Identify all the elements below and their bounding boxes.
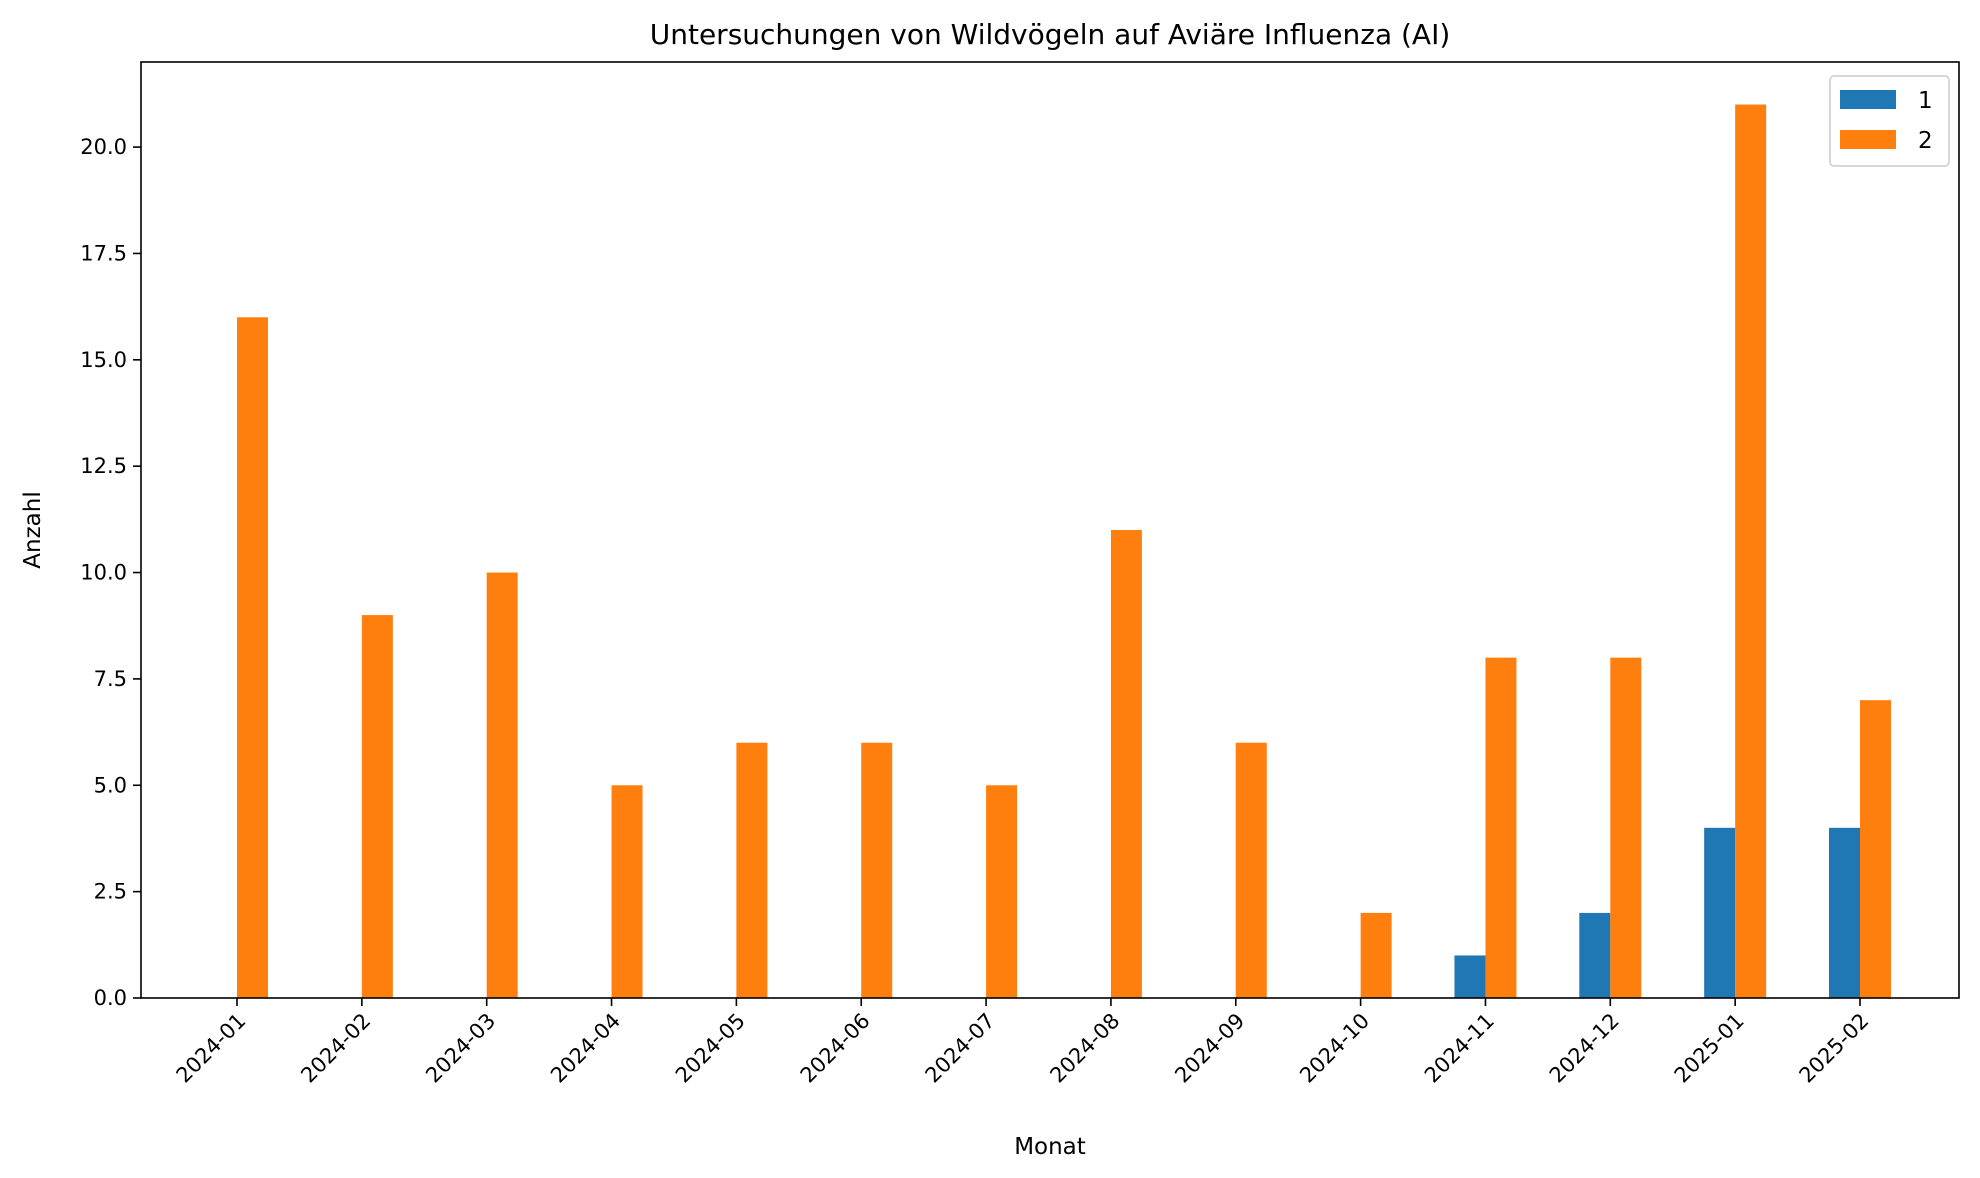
bar-series-2-2024-05 xyxy=(736,742,768,998)
x-axis: 2024-01 2024-02 2024-03 2024-04 2024-05 2024-… xyxy=(172,998,1874,1088)
legend-label-1: 1 xyxy=(1918,88,1933,114)
y-tick-label: 17.5 xyxy=(80,241,127,265)
y-tick-label: 12.5 xyxy=(80,454,127,478)
bar-series-2-2024-03 xyxy=(486,572,518,998)
x-axis-title: Monat xyxy=(1014,1134,1086,1160)
legend: 12 xyxy=(1829,75,1950,167)
bar-series-2-2024-10 xyxy=(1360,912,1392,998)
y-axis-title: Anzahl xyxy=(20,491,46,568)
bar-series-2-2024-08 xyxy=(1110,530,1142,998)
y-tick-label: 15.0 xyxy=(80,348,127,372)
bar-series-2-2024-01 xyxy=(237,317,268,999)
x-tick-label: 2024-07 xyxy=(921,1009,1000,1088)
bar-series-1-2024-12 xyxy=(1579,912,1611,998)
x-tick-label: 2024-12 xyxy=(1545,1009,1624,1088)
legend-swatch-1 xyxy=(1840,90,1896,109)
legend-label-2: 2 xyxy=(1918,128,1933,154)
y-tick-label: 0.0 xyxy=(94,986,127,1010)
x-tick-label: 2024-09 xyxy=(1170,1009,1249,1088)
bar-series-1-2025-01 xyxy=(1704,827,1736,998)
bar-series-2-2024-12 xyxy=(1610,657,1642,998)
bar-series-1-2024-11 xyxy=(1454,955,1486,998)
x-tick-label: 2025-01 xyxy=(1670,1009,1749,1088)
bar-series-2-2024-07 xyxy=(986,785,1018,998)
x-tick-label: 2024-04 xyxy=(546,1009,625,1088)
bar-series-2-2024-02 xyxy=(361,615,393,998)
x-tick-label: 2024-06 xyxy=(796,1009,875,1088)
y-tick-label: 5.0 xyxy=(94,773,127,797)
plot-frame xyxy=(140,61,1960,999)
x-tick-label: 2024-11 xyxy=(1420,1009,1499,1088)
x-tick-label: 2024-10 xyxy=(1295,1009,1374,1088)
x-tick-label: 2024-02 xyxy=(296,1009,375,1088)
x-tick-label: 2024-03 xyxy=(421,1009,500,1088)
bar-series-2-2024-09 xyxy=(1235,742,1267,998)
legend-swatch-2 xyxy=(1840,130,1896,149)
x-tick-label: 2024-01 xyxy=(172,1009,251,1088)
y-tick-label: 7.5 xyxy=(94,667,127,691)
bar-series-2-2024-11 xyxy=(1485,657,1517,998)
y-tick-label: 20.0 xyxy=(80,135,127,159)
x-tick-label: 2024-08 xyxy=(1045,1009,1124,1088)
bar-series-1-2025-02 xyxy=(1829,827,1860,998)
bar-series-2-2025-02 xyxy=(1860,700,1891,998)
bar-series-2-2025-01 xyxy=(1735,104,1767,998)
x-tick-label: 2025-02 xyxy=(1795,1009,1874,1088)
y-axis: 0.0 2.5 5.0 7.5 10.0 12.5 15.0 17.5 20.0 xyxy=(80,135,141,1010)
x-tick-label: 2024-05 xyxy=(671,1009,750,1088)
y-tick-label: 10.0 xyxy=(80,561,127,585)
bars-group xyxy=(237,104,1891,999)
bar-series-2-2024-06 xyxy=(861,742,893,998)
bar-series-2-2024-04 xyxy=(611,785,643,998)
chart-title: Untersuchungen von Wildvögeln auf Aviäre… xyxy=(650,18,1451,51)
y-tick-label: 2.5 xyxy=(94,880,127,904)
